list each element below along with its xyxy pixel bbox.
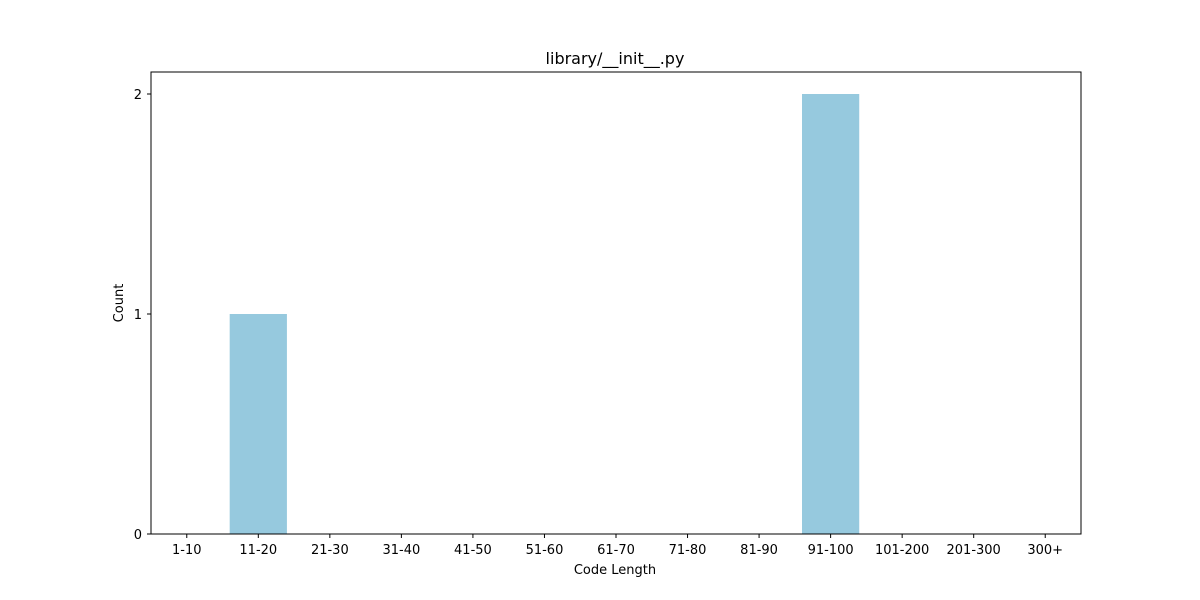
x-axis-ticks: 1-10 11-20 21-30 31-40 41-50 51-60 61-70 71-80 8… [172,534,1063,558]
chart-title: library/__init__.py [546,49,685,69]
y-tick-label: 1 [134,308,142,323]
x-tick-label: 11-20 [239,543,277,558]
x-axis-label: Code Length [574,563,656,578]
x-tick-label: 91-100 [808,543,854,558]
x-tick-label: 71-80 [669,543,707,558]
plot-frame [150,71,1082,535]
y-axis-label: Count [112,284,127,323]
x-tick-label: 81-90 [740,543,778,558]
x-tick-label: 1-10 [172,543,202,558]
y-tick-label: 2 [134,88,142,103]
y-axis-ticks: 0 1 2 [134,88,151,543]
x-tick-label: 31-40 [382,543,420,558]
x-tick-label: 300+ [1027,543,1063,558]
x-tick-label: 21-30 [311,543,349,558]
bar-91-100 [802,94,860,534]
bars-group [229,94,860,534]
x-tick-label: 41-50 [454,543,492,558]
y-tick-label: 0 [134,528,142,543]
x-tick-label: 51-60 [526,543,564,558]
bar-11-20 [229,314,287,534]
x-tick-label: 101-200 [875,543,929,558]
x-tick-label: 201-300 [947,543,1001,558]
x-tick-label: 61-70 [597,543,635,558]
